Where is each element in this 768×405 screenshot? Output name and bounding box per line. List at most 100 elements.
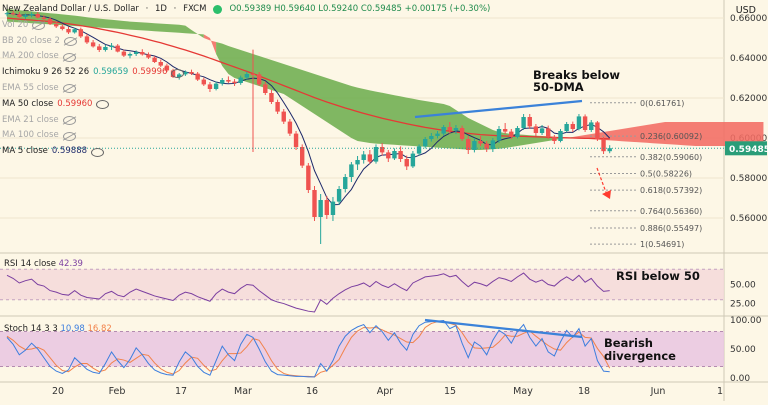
candle-body <box>244 74 250 78</box>
annotation-stoch-text: Bearish <box>604 336 653 350</box>
candle-body <box>429 136 434 139</box>
indicator-row[interactable]: Ichimoku 9 26 52 26 0.59659 0.59996 <box>2 65 490 81</box>
divergence-trendline <box>424 318 583 339</box>
eye-hidden-icon[interactable] <box>63 36 77 46</box>
indicator-row[interactable]: BB 20 close 2 <box>2 34 490 50</box>
candle-body <box>256 74 262 85</box>
candle-body <box>158 62 163 66</box>
ma5-line <box>6 12 611 206</box>
candle-body <box>133 52 139 54</box>
candle-body <box>595 122 600 139</box>
candle-body <box>502 129 508 132</box>
candle-body <box>263 84 268 93</box>
eye-hidden-icon[interactable] <box>32 21 46 31</box>
ohlc-readout: O0.59389 H0.59640 L0.59240 C0.59485 +0.0… <box>229 4 491 14</box>
candle-body <box>115 45 120 52</box>
annotation-breaks-text: Breaks below <box>533 68 620 82</box>
candle-body <box>355 160 360 165</box>
candle-body <box>84 36 90 43</box>
x-tick-label: 18 <box>578 386 590 397</box>
y-tick-label: 0.56000 <box>730 214 767 224</box>
candle-body <box>539 128 545 133</box>
x-tick-label: May <box>513 386 533 397</box>
rsi-line <box>6 272 610 313</box>
indicator-row[interactable]: EMA 55 close <box>2 81 490 97</box>
eye-icon[interactable] <box>171 68 185 78</box>
candle-body <box>343 177 348 189</box>
x-tick-label: Apr <box>377 386 394 397</box>
indicator-label: EMA 55 close <box>2 82 59 93</box>
indicator-value: 0.59888 <box>51 146 88 157</box>
stoch-d-value: 16.82 <box>87 324 112 334</box>
x-tick-label: 15 <box>444 386 456 397</box>
indicator-label: MA 5 close <box>2 146 48 157</box>
y-tick-label: 0.62000 <box>730 94 767 104</box>
eye-hidden-icon[interactable] <box>62 115 76 125</box>
candle-body <box>336 189 342 202</box>
candle-body <box>570 124 575 129</box>
candle-body <box>312 190 317 217</box>
candle-body <box>589 122 594 130</box>
eye-hidden-icon[interactable] <box>62 84 76 94</box>
candle-body <box>515 128 520 137</box>
y-tick-label: 0.58000 <box>730 174 767 184</box>
candle-body <box>195 73 200 80</box>
interval-label: 1D <box>155 4 167 14</box>
stoch-k-value: 10.98 <box>60 324 85 334</box>
eye-hidden-icon[interactable] <box>62 52 76 62</box>
candle-body <box>324 200 329 215</box>
candle-body <box>373 147 379 162</box>
down-arrow-head <box>602 190 611 199</box>
candle-body <box>109 45 114 47</box>
indicator-value-2: 0.59996 <box>132 67 168 78</box>
rsi-band <box>0 269 724 300</box>
annotation-breaks-text: 50-DMA <box>533 80 584 94</box>
annotation-stoch-text: divergence <box>604 349 676 363</box>
rsi-tick-label: 25.00 <box>730 300 756 310</box>
candle-body <box>404 159 409 167</box>
indicator-row[interactable]: MA 50 close 0.59960 <box>2 97 490 113</box>
rsi-tick-label: 50.00 <box>730 281 756 291</box>
stoch-k-line <box>6 319 610 378</box>
indicator-row[interactable]: MA 5 close 0.59888 <box>2 144 490 160</box>
stoch-tick-label: 0.00 <box>730 374 750 384</box>
ichimoku-cloud <box>203 34 217 54</box>
indicator-label: MA 100 close <box>2 130 59 141</box>
candle-body <box>552 137 557 141</box>
candle-body <box>379 147 385 153</box>
candle-body <box>152 57 157 62</box>
candle-body <box>435 133 440 136</box>
rsi-value: 42.39 <box>58 259 83 269</box>
candle-body <box>226 80 231 82</box>
fib-level-label: 0.5(0.58226) <box>640 169 692 178</box>
indicator-row[interactable]: MA 100 close <box>2 128 490 144</box>
price-axis-bg <box>724 0 768 401</box>
candle-body <box>509 131 514 137</box>
last-price-label: 0.59485 <box>729 145 768 155</box>
candle-body <box>367 154 373 162</box>
candle-body <box>72 29 77 33</box>
x-tick-label: 20 <box>52 386 64 397</box>
indicator-row[interactable]: EMA 21 close <box>2 113 490 129</box>
eye-icon[interactable] <box>96 100 110 110</box>
candle-body <box>29 14 34 16</box>
currency-label[interactable]: USD <box>735 5 756 16</box>
candle-body <box>54 24 59 27</box>
indicator-label: Ichimoku 9 26 52 26 <box>2 67 90 78</box>
indicator-list: Vol 20 BB 20 close 2 MA 200 close Ichimoku … <box>2 18 490 160</box>
eye-icon[interactable] <box>91 147 105 157</box>
x-tick-label: 17 <box>175 386 187 397</box>
x-tick-label: 16 <box>306 386 318 397</box>
indicator-row[interactable]: MA 200 close <box>2 49 490 65</box>
eye-hidden-icon[interactable] <box>62 131 76 141</box>
x-tick-label: Mar <box>234 386 252 397</box>
candle-body <box>533 126 539 133</box>
candle-body <box>201 79 206 85</box>
indicator-row[interactable]: Vol 20 <box>2 18 490 34</box>
y-tick-label: 0.64000 <box>730 54 767 64</box>
fib-level-label: 0.236(0.60092) <box>640 132 702 141</box>
candle-body <box>300 147 305 166</box>
candle-body <box>140 52 145 55</box>
candle-body <box>23 15 28 17</box>
x-tick-label: 1 <box>717 386 723 397</box>
